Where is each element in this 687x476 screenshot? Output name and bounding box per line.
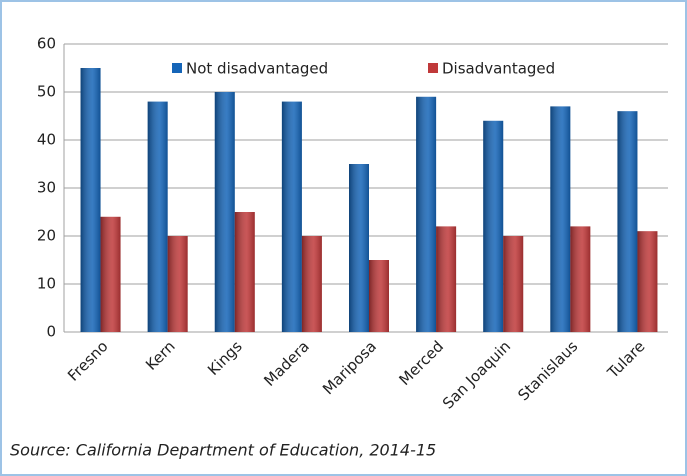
bar-shade: [617, 111, 638, 332]
bar-shade: [369, 260, 389, 332]
legend-swatch: [428, 63, 438, 73]
bar-shade: [147, 101, 168, 332]
y-tick-label: 20: [37, 227, 56, 245]
legend-swatch: [172, 63, 182, 73]
y-tick-label: 0: [46, 323, 56, 341]
x-tick-label: San Joaquin: [439, 337, 514, 412]
x-tick-label: Stanislaus: [514, 337, 581, 404]
bar-shade: [281, 101, 302, 332]
y-tick-label: 50: [37, 83, 56, 101]
source-note: Source: California Department of Educati…: [10, 441, 436, 460]
bar-shade: [301, 236, 322, 332]
legend-label: Not disadvantaged: [186, 60, 328, 78]
y-tick-label: 40: [37, 131, 56, 149]
bar-shade: [214, 92, 235, 332]
bar-shade: [100, 216, 121, 332]
bar-shade: [167, 236, 188, 332]
bar-shade: [550, 106, 571, 333]
bar-shade: [483, 120, 504, 332]
y-tick-label: 60: [37, 35, 56, 53]
x-tick-label: Kern: [142, 337, 179, 374]
x-tick-label: Tulare: [603, 337, 648, 382]
bar-shade: [349, 164, 369, 332]
bar-shade: [637, 231, 658, 332]
x-tick-label: Merced: [395, 337, 447, 389]
bar-shade: [436, 226, 457, 332]
x-tick-label: Fresno: [64, 337, 111, 384]
bar-shade: [234, 212, 255, 332]
bar-shade: [80, 68, 101, 332]
x-tick-label: Mariposa: [319, 337, 380, 398]
bar-shade: [503, 236, 524, 332]
bar-shade: [416, 96, 437, 332]
legend-label: Disadvantaged: [442, 60, 555, 78]
x-tick-label: Kings: [204, 337, 246, 379]
y-tick-label: 10: [37, 275, 56, 293]
y-tick-label: 30: [37, 179, 56, 197]
x-tick-label: Madera: [260, 337, 313, 390]
bar-shade: [570, 226, 591, 332]
